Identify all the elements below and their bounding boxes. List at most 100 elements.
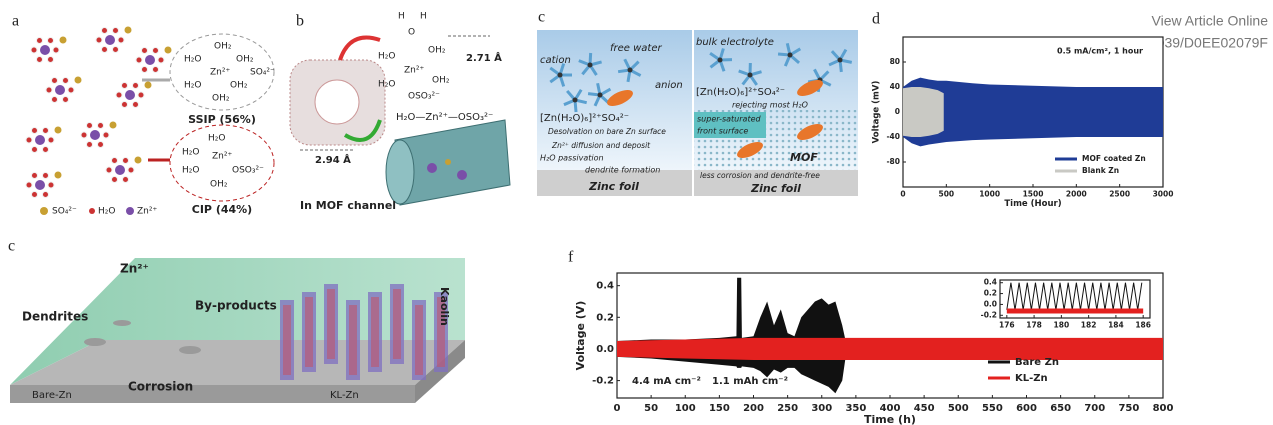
x-tick-label: 1000 — [979, 190, 1000, 199]
water — [113, 27, 119, 33]
label: By-products — [195, 299, 277, 313]
x-tick-label: 650 — [1050, 403, 1071, 414]
x-tick-label: 2500 — [1109, 190, 1130, 199]
sulfate — [110, 122, 117, 129]
sulfate — [145, 82, 152, 89]
label: Zinc foil — [588, 180, 639, 193]
x-tick-label: 50 — [644, 403, 658, 414]
annotation: 4.4 mA cm⁻² — [632, 376, 701, 387]
x-tick-label: 250 — [777, 403, 798, 414]
cip-ligand: H₂O — [182, 166, 199, 176]
water — [43, 172, 49, 178]
legend-label: H₂O — [98, 207, 115, 217]
y-tick-label: -40 — [886, 132, 900, 141]
cip-ligand: H₂O — [182, 148, 199, 158]
zn-ion — [145, 55, 155, 65]
panel-label: b — [296, 13, 304, 30]
article-link[interactable]: View Article Online — [1152, 13, 1269, 29]
x-tick-label: 750 — [1118, 403, 1139, 414]
x-axis-label: Time (h) — [864, 413, 916, 425]
ssip-ion: Zn²⁺ — [210, 68, 230, 78]
x-tick-label: 300 — [811, 403, 832, 414]
sulfate — [125, 27, 132, 34]
cip-anion: OSO₃²⁻ — [232, 166, 264, 176]
water — [46, 87, 52, 93]
y-axis-label: Voltage (V) — [574, 301, 587, 371]
complex-atom: Zn²⁺ — [404, 66, 424, 76]
legend-icon — [126, 207, 134, 215]
water — [142, 67, 148, 73]
layer — [349, 305, 357, 375]
legend-label: SO₄²⁻ — [52, 207, 77, 217]
label: Desolvation on bare Zn surface — [548, 127, 666, 136]
ion — [718, 58, 723, 63]
y-tick-label: 0 — [895, 107, 900, 116]
complex-atom: OSO₃²⁻ — [408, 92, 440, 102]
legend-icon — [40, 207, 48, 215]
y-tick-label: 0.0 — [596, 344, 614, 355]
ion — [588, 63, 593, 68]
label: Zn²⁺ diffusion and deposit — [551, 141, 651, 150]
label: Corrosion — [128, 380, 193, 394]
ssip-ligand: H₂O — [184, 55, 201, 65]
water — [133, 102, 139, 108]
label: front surface — [697, 127, 748, 136]
x-tick-label: 200 — [743, 403, 764, 414]
panel-label: d — [872, 11, 880, 28]
water — [118, 37, 124, 43]
annotation: 1.1 mAh cm⁻² — [712, 376, 788, 387]
water — [96, 37, 102, 43]
water — [32, 127, 38, 133]
x-axis-label: Time (Hour) — [1004, 199, 1061, 209]
x-tick-label: 700 — [1084, 403, 1105, 414]
figure: View Article Online DOI: 10.1039/D0EE020… — [0, 0, 1273, 425]
water — [87, 122, 93, 128]
water — [32, 192, 38, 198]
water — [81, 132, 87, 138]
water — [63, 77, 69, 83]
zn-ion — [125, 90, 135, 100]
zn-ion — [115, 165, 125, 175]
arrow — [340, 38, 380, 61]
water — [98, 122, 104, 128]
y-tick-label: 40 — [890, 82, 900, 91]
water — [153, 67, 159, 73]
panel-label: c — [538, 9, 545, 26]
label: Bare-Zn — [32, 390, 72, 401]
ion — [598, 93, 603, 98]
water — [123, 177, 129, 183]
label: free water — [610, 43, 662, 54]
water — [68, 87, 74, 93]
label: [Zn(H₂O)₆]²⁺SO₄²⁻ — [696, 87, 785, 98]
label: Dendrites — [22, 310, 88, 324]
y-tick-label: -0.2 — [981, 310, 997, 319]
sulfate — [55, 127, 62, 134]
ssip-ligand: OH₂ — [236, 55, 254, 65]
zn-ion — [55, 85, 65, 95]
y-tick-label: -80 — [886, 157, 900, 166]
water — [48, 37, 54, 43]
sulfate — [165, 47, 172, 54]
water — [43, 192, 49, 198]
y-tick-label: -0.2 — [592, 376, 614, 387]
cip-ligand: H₂O — [208, 134, 225, 144]
layer — [415, 305, 423, 375]
y-tick-label: 0.2 — [596, 312, 614, 323]
ssip-name: SSIP (56%) — [188, 113, 256, 126]
layer — [305, 297, 313, 367]
x-tick-label: 184 — [1108, 321, 1124, 330]
label: cation — [540, 55, 571, 66]
legend-label: KL-Zn — [1015, 373, 1048, 384]
complex-atom: H — [420, 12, 427, 22]
sulfate — [55, 172, 62, 179]
water — [112, 177, 118, 183]
water — [138, 92, 144, 98]
legend-label: Blank Zn — [1082, 166, 1119, 175]
complex-atom: OH₂ — [428, 46, 446, 56]
sulfate — [135, 157, 142, 164]
x-tick-label: 178 — [1026, 321, 1042, 330]
water — [53, 47, 59, 53]
ion — [573, 98, 578, 103]
water — [32, 172, 38, 178]
cip-ion: Zn²⁺ — [212, 152, 232, 162]
